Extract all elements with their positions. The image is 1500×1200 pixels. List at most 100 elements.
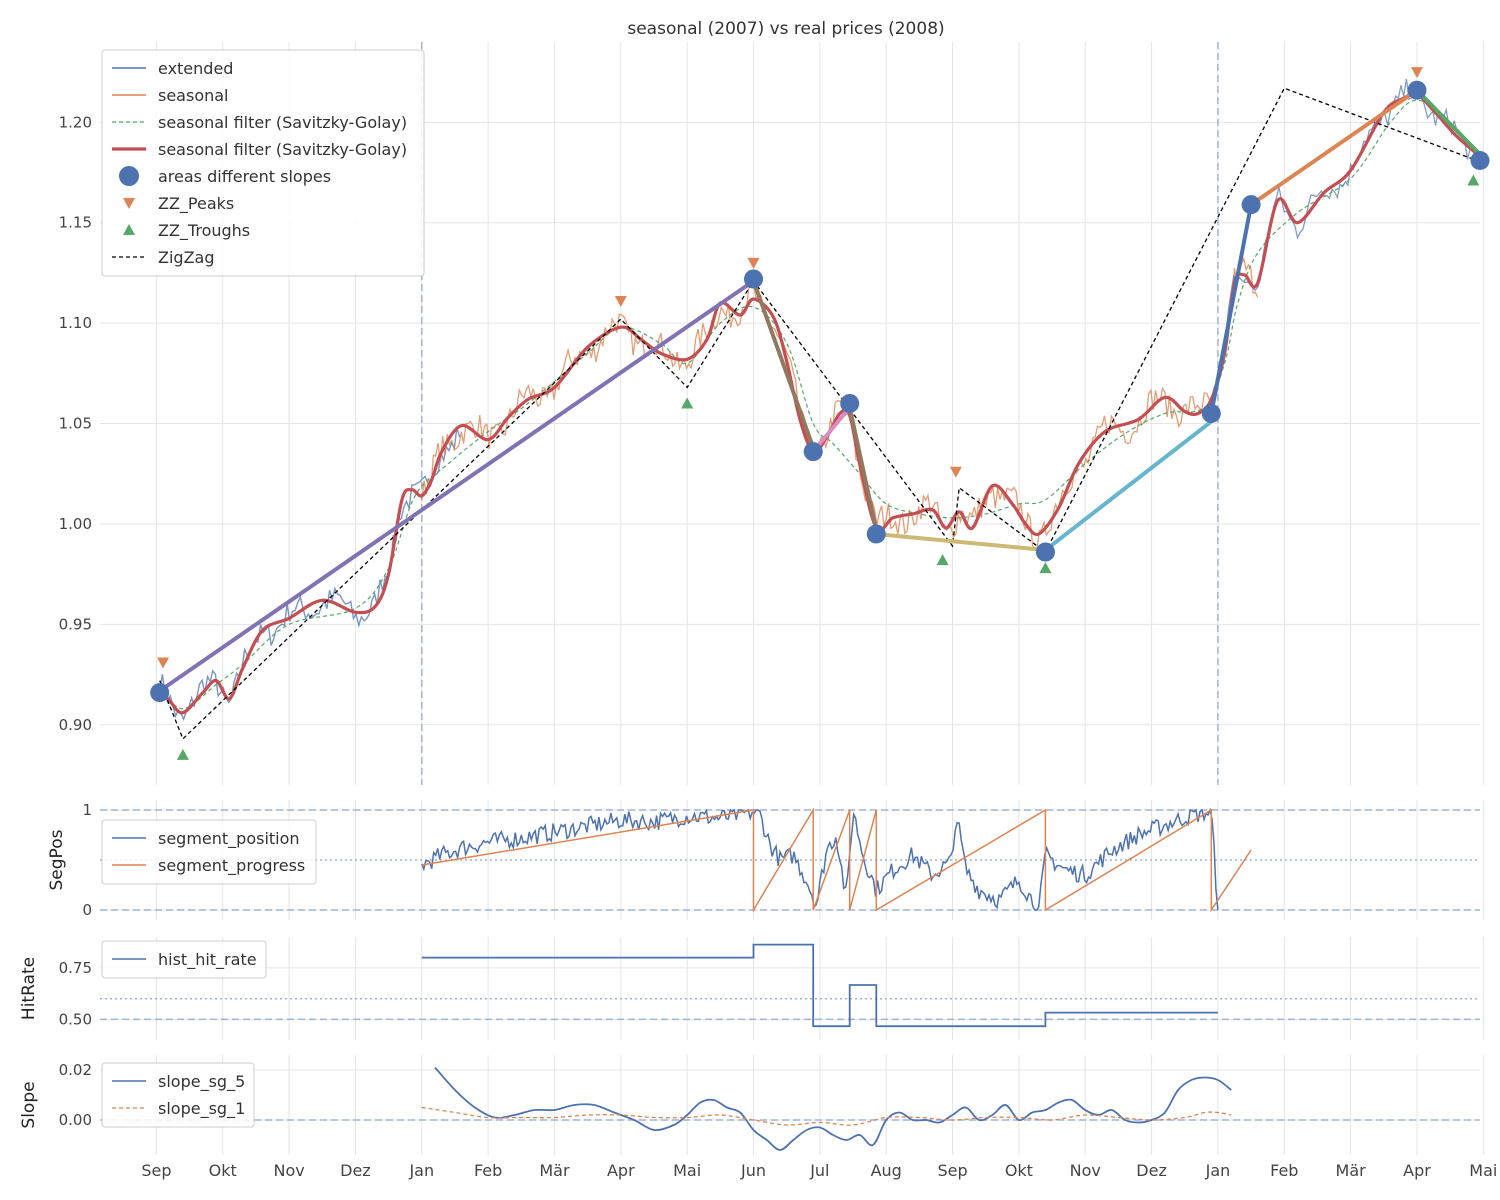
zz-trough-marker (936, 554, 949, 566)
slope-change-point (840, 393, 860, 413)
main-ytick-label: 1.05 (59, 415, 92, 433)
main-ytick-label: 1.00 (59, 515, 92, 533)
zz-peak-marker (614, 296, 627, 308)
main-price-panel: 0.90 0.95 1.00 1.05 1.10 1.15 1.20 extended seas… (59, 42, 1490, 785)
main-legend (101, 49, 425, 277)
x-tick-label: Mär (539, 1161, 570, 1180)
slope-segment-5 (1043, 419, 1214, 553)
zz-peak-marker (747, 257, 760, 269)
x-tick-label: Mär (1336, 1161, 1367, 1180)
x-tick-label: Feb (474, 1161, 502, 1180)
slope-change-point (1470, 150, 1490, 170)
zz-peak-marker (157, 657, 170, 669)
series-filter-dashed (159, 99, 1481, 710)
x-axis: Sep Okt Nov Dez Jan Feb Mär Apr Mai Jun Jul Aug Sep O… (141, 1161, 1497, 1180)
hitrate-ytick-label: 0.75 (59, 959, 92, 977)
x-tick-label: Okt (209, 1161, 237, 1180)
slope-change-point (1241, 195, 1261, 215)
legend-label-peaks: ZZ_Peaks (158, 194, 234, 214)
zz-trough-marker (1467, 174, 1480, 186)
legend-label-segment-progress: segment_progress (158, 856, 305, 876)
legend-label-filter-thick: seasonal filter (Savitzky-Golay) (158, 140, 407, 159)
slope-segment-2 (811, 405, 852, 454)
main-ytick-label: 1.10 (59, 314, 92, 332)
slope-segment-4 (874, 531, 1048, 553)
series-hist-hit-rate (421, 943, 1218, 1028)
zz-peak-marker (949, 466, 962, 478)
segpos-ylabel: SegPos (47, 829, 67, 890)
slope-segment-7 (1249, 88, 1419, 207)
slope-change-point (1201, 404, 1221, 423)
segpos-ytick-label: 1 (82, 801, 92, 819)
x-tick-label: Mai (1469, 1161, 1497, 1180)
slope-ytick-label: 0.00 (59, 1111, 92, 1129)
slope-change-point (866, 524, 886, 544)
x-tick-label: Dez (1136, 1161, 1167, 1180)
x-tick-label: Sep (141, 1161, 171, 1180)
segpos-ytick-label: 0 (82, 901, 92, 919)
hitrate-ylabel: HitRate (19, 957, 39, 1020)
slope-change-point (1407, 80, 1427, 100)
x-tick-label: Okt (1005, 1161, 1033, 1180)
x-tick-label: Sep (937, 1161, 967, 1180)
x-tick-label: Jan (1205, 1161, 1231, 1180)
legend-label-hist-hit-rate: hist_hit_rate (158, 950, 257, 970)
x-tick-label: Nov (1070, 1161, 1101, 1180)
hitrate-ytick-label: 0.50 (59, 1010, 92, 1028)
slope-change-point (744, 269, 764, 289)
slope-legend (101, 1062, 255, 1128)
slope-panel: 0.00 0.02 Slope slope_sg_5 slope_sg_1 (19, 1055, 1484, 1155)
x-tick-label: Jun (740, 1161, 766, 1180)
hitrate-legend (101, 940, 267, 979)
hit-rate-panel: 0.50 0.75 HitRate hist_hit_rate (19, 937, 1484, 1040)
x-tick-label: Aug (871, 1161, 902, 1180)
zz-trough-marker (1039, 562, 1052, 574)
main-ytick-label: 1.20 (59, 113, 92, 131)
series-seasonal (421, 256, 1259, 551)
x-tick-label: Feb (1270, 1161, 1298, 1180)
slope-ytick-label: 0.02 (59, 1061, 92, 1079)
legend-label-segment-position: segment_position (158, 829, 300, 849)
slope-segment-6 (1209, 202, 1254, 416)
legend-label-filter-dashed: seasonal filter (Savitzky-Golay) (158, 113, 407, 132)
chart-title: seasonal (2007) vs real prices (2008) (627, 19, 944, 39)
series-slope-sg-1 (421, 1106, 1232, 1126)
x-tick-label: Nov (273, 1161, 304, 1180)
legend-swatch-troughs (123, 224, 135, 235)
slope-change-point (1035, 542, 1055, 562)
slope-segment-1 (751, 278, 816, 450)
legend-swatch-slopes (119, 166, 139, 186)
series-slope-sg-5 (434, 1066, 1232, 1151)
series-zigzag (159, 87, 1477, 740)
slope-segment-3 (847, 405, 879, 532)
legend-label-slopes: areas different slopes (158, 167, 331, 186)
legend-swatch-peaks (123, 198, 135, 209)
x-tick-label: Apr (607, 1161, 635, 1180)
segpos-legend (101, 819, 317, 885)
main-ytick-label: 0.95 (59, 615, 92, 633)
legend-label-zigzag: ZigZag (158, 248, 214, 267)
slope-segment-0 (161, 278, 756, 691)
series-extended (159, 427, 461, 721)
legend-label-extended: extended (158, 59, 233, 78)
slope-ylabel: Slope (19, 1081, 39, 1128)
zz-trough-marker (176, 748, 189, 760)
slope-change-point (803, 442, 823, 462)
zz-trough-marker (681, 397, 694, 409)
x-tick-label: Dez (340, 1161, 371, 1180)
legend-label-troughs: ZZ_Troughs (158, 221, 250, 241)
x-tick-label: Jul (809, 1161, 829, 1180)
x-tick-label: Apr (1403, 1161, 1431, 1180)
segment-position-panel: 0 1 SegPos segment_position segment_progress (47, 800, 1484, 920)
slope-change-point (150, 683, 170, 703)
x-tick-label: Jan (408, 1161, 434, 1180)
x-tick-label: Mai (673, 1161, 701, 1180)
legend-label-seasonal: seasonal (158, 86, 229, 105)
legend-label-slope-sg-5: slope_sg_5 (158, 1072, 245, 1092)
slope-segment-8 (1414, 88, 1482, 157)
series-extended-2008 (1217, 78, 1479, 387)
series-segment-position (421, 807, 1219, 911)
zz-peak-marker (1410, 67, 1423, 79)
main-ytick-label: 1.15 (59, 214, 92, 232)
